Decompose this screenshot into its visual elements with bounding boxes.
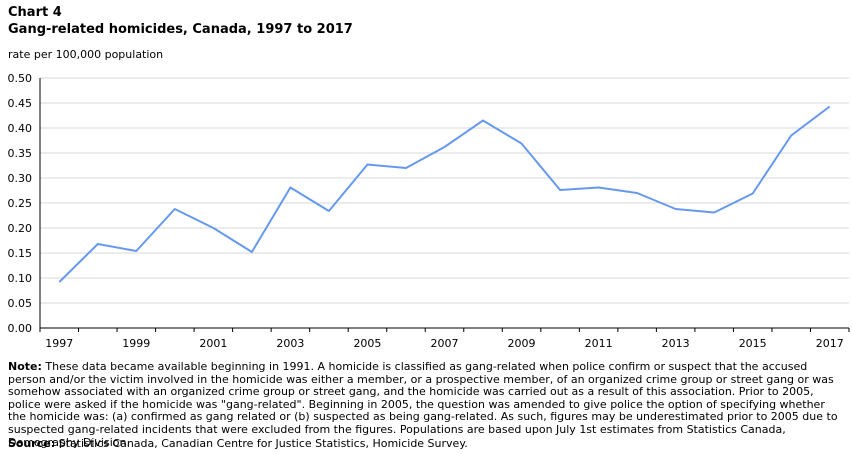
x-tick-label: 2005	[353, 337, 381, 350]
x-tick-label: 2011	[585, 337, 613, 350]
y-tick-label: 0.45	[8, 97, 33, 110]
series-line	[58, 105, 831, 283]
x-tick-label: 1999	[122, 337, 150, 350]
tick-labels: 0.00 0.05 0.10 0.15 0.20 0.25 0.30 0.35 0.40 0.45…	[8, 72, 844, 350]
chart-note: Note: These data became available beginn…	[8, 360, 846, 449]
y-tick-label: 0.10	[8, 272, 33, 285]
x-tick-label: 2015	[739, 337, 767, 350]
chart-title: Gang-related homicides, Canada, 1997 to …	[8, 22, 353, 37]
chart-label: Chart 4	[8, 5, 62, 20]
x-tick-label: 2017	[816, 337, 844, 350]
chart-source: Source: Statistics Canada, Canadian Cent…	[8, 437, 468, 450]
y-tick-label: 0.50	[8, 72, 33, 85]
gridlines	[40, 77, 849, 304]
x-tick-label: 2007	[431, 337, 459, 350]
y-tick-label: 0.15	[8, 247, 33, 260]
x-tick-label: 2009	[508, 337, 536, 350]
y-axis-unit-label: rate per 100,000 population	[8, 48, 164, 61]
x-tick-label: 1997	[45, 337, 73, 350]
y-tick-label: 0.00	[8, 322, 33, 335]
y-tick-label: 0.35	[8, 147, 33, 160]
line-chart: 0.00 0.05 0.10 0.15 0.20 0.25 0.30 0.35 0.40 0.45…	[8, 72, 850, 350]
axes	[39, 78, 850, 332]
source-label: Source:	[8, 437, 56, 450]
y-tick-label: 0.20	[8, 222, 33, 235]
x-tick-label: 2001	[199, 337, 227, 350]
note-text: These data became available beginning in…	[8, 360, 838, 449]
series-layer	[58, 105, 831, 283]
x-tick-label: 2003	[276, 337, 304, 350]
note-label: Note:	[8, 360, 42, 373]
y-tick-label: 0.30	[8, 172, 33, 185]
y-tick-label: 0.05	[8, 297, 33, 310]
x-tick-label: 2013	[662, 337, 690, 350]
y-tick-label: 0.40	[8, 122, 33, 135]
source-text: Statistics Canada, Canadian Centre for J…	[55, 437, 468, 450]
y-tick-label: 0.25	[8, 197, 33, 210]
